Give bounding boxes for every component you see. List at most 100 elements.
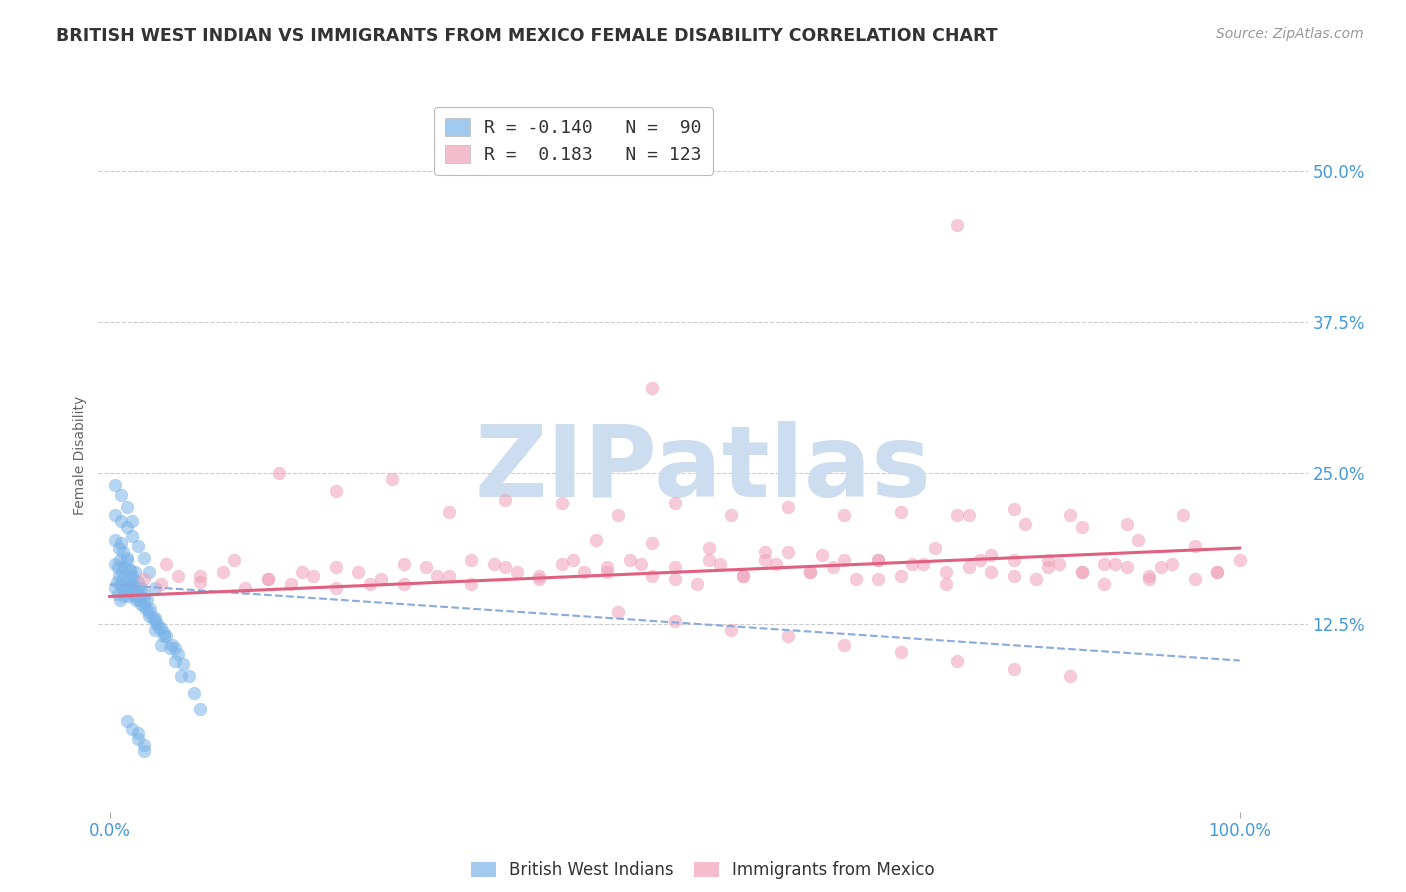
Point xyxy=(325,560,347,574)
Point xyxy=(720,508,742,523)
Point xyxy=(946,508,969,523)
Point xyxy=(596,566,619,580)
Point xyxy=(211,566,233,580)
Point xyxy=(122,587,145,601)
Point xyxy=(149,638,172,652)
Point xyxy=(980,549,1002,563)
Point xyxy=(143,581,166,595)
Point xyxy=(127,726,149,740)
Point xyxy=(664,614,686,628)
Point xyxy=(166,569,188,583)
Point xyxy=(129,590,152,604)
Point xyxy=(104,581,127,595)
Point xyxy=(132,587,155,601)
Point xyxy=(121,723,143,737)
Point xyxy=(138,566,160,580)
Point xyxy=(969,553,991,567)
Point xyxy=(1002,569,1025,583)
Point xyxy=(115,500,138,514)
Point xyxy=(222,553,245,567)
Point xyxy=(709,557,731,571)
Point xyxy=(1161,557,1184,571)
Point xyxy=(132,599,155,613)
Point xyxy=(1126,533,1149,547)
Point xyxy=(664,560,686,574)
Point xyxy=(143,611,166,625)
Point xyxy=(110,515,132,529)
Point xyxy=(115,520,138,534)
Point xyxy=(120,584,142,599)
Point xyxy=(460,553,482,567)
Point xyxy=(731,569,754,583)
Point xyxy=(143,624,166,638)
Point xyxy=(125,584,148,599)
Point xyxy=(107,541,129,555)
Point xyxy=(946,654,969,668)
Point xyxy=(112,560,135,574)
Point xyxy=(1184,539,1206,553)
Point xyxy=(596,560,619,574)
Point xyxy=(957,560,980,574)
Point xyxy=(980,566,1002,580)
Point xyxy=(776,500,799,514)
Point xyxy=(112,590,135,604)
Point xyxy=(257,573,280,587)
Point xyxy=(697,541,720,555)
Point xyxy=(686,577,709,591)
Point xyxy=(132,738,155,752)
Point xyxy=(112,544,135,558)
Point xyxy=(347,566,370,580)
Point xyxy=(155,557,177,571)
Point xyxy=(890,645,912,659)
Point xyxy=(132,744,155,758)
Point xyxy=(131,597,153,611)
Point xyxy=(121,569,143,583)
Point xyxy=(890,505,912,519)
Point xyxy=(110,488,132,502)
Point xyxy=(118,590,141,604)
Point xyxy=(136,593,159,607)
Point xyxy=(754,544,776,558)
Point xyxy=(551,557,574,571)
Text: BRITISH WEST INDIAN VS IMMIGRANTS FROM MEXICO FEMALE DISABILITY CORRELATION CHAR: BRITISH WEST INDIAN VS IMMIGRANTS FROM M… xyxy=(56,27,998,45)
Point xyxy=(901,557,924,571)
Point xyxy=(108,593,131,607)
Point xyxy=(302,569,325,583)
Text: ZIPatlas: ZIPatlas xyxy=(475,421,931,517)
Point xyxy=(1229,553,1251,567)
Point xyxy=(104,557,127,571)
Point xyxy=(104,533,127,547)
Point xyxy=(111,566,134,580)
Point xyxy=(1137,569,1160,583)
Point xyxy=(574,566,596,580)
Point xyxy=(107,569,129,583)
Point xyxy=(1206,566,1229,580)
Point xyxy=(172,657,194,672)
Point xyxy=(1092,557,1115,571)
Y-axis label: Female Disability: Female Disability xyxy=(73,395,87,515)
Point xyxy=(1150,560,1173,574)
Point xyxy=(912,557,935,571)
Point xyxy=(107,560,129,574)
Point xyxy=(1014,516,1036,531)
Point xyxy=(868,573,890,587)
Point xyxy=(104,478,127,492)
Point xyxy=(619,553,641,567)
Point xyxy=(527,573,550,587)
Point xyxy=(131,581,153,595)
Point xyxy=(291,566,314,580)
Point xyxy=(1184,573,1206,587)
Point xyxy=(776,629,799,643)
Point xyxy=(359,577,381,591)
Point xyxy=(821,560,844,574)
Point xyxy=(482,557,505,571)
Point xyxy=(641,381,664,395)
Point xyxy=(114,583,136,598)
Point xyxy=(562,553,585,567)
Point xyxy=(233,581,256,595)
Point xyxy=(138,605,160,619)
Point xyxy=(127,574,149,589)
Point xyxy=(754,553,776,567)
Point xyxy=(110,536,132,550)
Point xyxy=(1070,566,1092,580)
